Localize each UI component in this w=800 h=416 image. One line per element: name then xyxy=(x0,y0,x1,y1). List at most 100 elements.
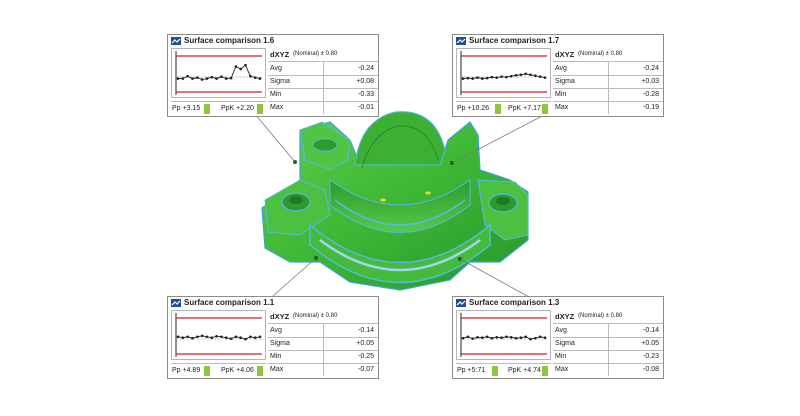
trend-point xyxy=(500,336,503,340)
nominal-label: (Nominal) ± 0.80 xyxy=(578,51,623,57)
stats-row-sigma: Sigma +0.05 xyxy=(553,337,663,351)
trend-point xyxy=(543,336,547,340)
stats-row-min: Min -0.25 xyxy=(268,350,378,364)
stats-row-sigma: Sigma +0.03 xyxy=(553,75,663,89)
stats-table: dXYZ (Nominal) ± 0.80 Avg -0.24 Sigma +0.03… xyxy=(553,48,663,115)
trend-point xyxy=(229,337,233,340)
trend-line xyxy=(462,73,546,80)
trend-point xyxy=(495,76,499,79)
stats-row-avg: Avg -0.24 xyxy=(268,62,378,76)
trend-point xyxy=(181,77,185,80)
trend-point xyxy=(534,74,537,78)
trend-point xyxy=(466,76,470,80)
callout-title-bar: Surface comparison 1.6 xyxy=(168,35,378,47)
stats-row-sigma: Sigma +0.05 xyxy=(268,337,378,351)
trend-point xyxy=(249,335,252,339)
trend-plot xyxy=(456,310,551,360)
trend-point xyxy=(253,76,257,79)
pp-value: Pp +10.26 xyxy=(457,105,490,112)
trend-point xyxy=(258,77,262,80)
trend-point xyxy=(466,335,470,339)
trend-point xyxy=(514,336,518,340)
trend-point xyxy=(210,336,214,340)
trend-point xyxy=(495,335,499,339)
trend-point xyxy=(519,336,523,340)
trend-point xyxy=(176,77,180,80)
measure-icon xyxy=(171,299,181,307)
callout-surface-comparison-1-7[interactable]: Surface comparison 1.7 dXYZ (Nominal) ± 0… xyxy=(452,34,664,117)
nominal-label: (Nominal) ± 0.80 xyxy=(293,51,338,57)
trend-line xyxy=(178,64,261,81)
trend-point xyxy=(471,337,474,340)
pp-value: Pp +4.89 xyxy=(172,367,201,374)
callout-surface-comparison-1-1[interactable]: Surface comparison 1.1 dXYZ (Nominal) ± 0… xyxy=(167,296,379,379)
trend-point xyxy=(529,73,532,77)
trend-point xyxy=(239,336,243,340)
stats-header: dXYZ (Nominal) ± 0.80 xyxy=(268,48,378,62)
callout-title-bar: Surface comparison 1.7 xyxy=(453,35,663,47)
ppk-indicator xyxy=(542,104,548,114)
stats-row-max: Max -0.08 xyxy=(553,363,663,376)
nominal-label: (Nominal) ± 0.80 xyxy=(293,313,338,319)
trend-point xyxy=(476,335,479,339)
pp-indicator xyxy=(495,104,501,114)
trend-point xyxy=(490,336,494,340)
stats-row-max: Max -0.01 xyxy=(268,101,378,114)
trend-plot xyxy=(456,48,551,98)
stats-table: dXYZ (Nominal) ± 0.80 Avg -0.14 Sigma +0.05… xyxy=(553,310,663,377)
trend-point xyxy=(234,65,238,68)
ppk-indicator xyxy=(257,366,263,376)
measure-icon xyxy=(456,37,466,45)
trend-point xyxy=(195,76,199,79)
callout-title: Surface comparison 1.7 xyxy=(469,36,560,45)
trend-point xyxy=(258,335,262,339)
trend-point xyxy=(191,77,194,80)
trend-point xyxy=(505,335,508,339)
stats-row-avg: Avg -0.14 xyxy=(268,324,378,338)
capability-bar: Pp +5:71 PpK +4.74 xyxy=(456,363,551,378)
trend-point xyxy=(500,75,503,78)
trend-point xyxy=(519,73,523,77)
stats-row-min: Min -0.28 xyxy=(553,88,663,102)
trend-point xyxy=(215,77,218,80)
trend-point xyxy=(200,78,204,81)
trend-point xyxy=(480,336,484,340)
capability-bar: Pp +10.26 PpK +7.17 xyxy=(456,101,551,116)
ppk-value: PpK +4.74 xyxy=(508,367,541,374)
callout-surface-comparison-1-6[interactable]: Surface comparison 1.6 dXYZ (Nominal) ± 0… xyxy=(167,34,379,117)
trend-point xyxy=(509,74,513,78)
callout-title: Surface comparison 1.1 xyxy=(184,298,275,307)
trend-point xyxy=(176,335,180,339)
callout-title-bar: Surface comparison 1.1 xyxy=(168,297,378,309)
callout-title-bar: Surface comparison 1.3 xyxy=(453,297,663,309)
trend-point xyxy=(543,76,547,79)
measure-label: dXYZ xyxy=(270,50,290,59)
trend-plot xyxy=(171,310,266,360)
stats-header: dXYZ (Nominal) ± 0.80 xyxy=(553,310,663,324)
trend-point xyxy=(524,335,528,339)
trend-point xyxy=(210,75,214,79)
ppk-value: PpK +4.06 xyxy=(221,367,254,374)
trend-point xyxy=(538,75,542,78)
stats-row-max: Max -0.07 xyxy=(268,363,378,376)
trend-point xyxy=(186,74,189,78)
pp-indicator xyxy=(204,104,210,114)
stats-row-avg: Avg -0.24 xyxy=(553,62,663,76)
trend-point xyxy=(220,335,223,339)
stats-row-min: Min -0.23 xyxy=(553,350,663,364)
trend-plot xyxy=(171,48,266,98)
trend-point xyxy=(234,335,238,339)
ppk-indicator xyxy=(542,366,548,376)
trend-point xyxy=(244,337,247,341)
trend-point xyxy=(224,336,228,340)
trend-point xyxy=(529,337,532,341)
stats-row-avg: Avg -0.14 xyxy=(553,324,663,338)
stats-table: dXYZ (Nominal) ± 0.80 Avg -0.24 Sigma +0.08… xyxy=(268,48,378,115)
callout-title: Surface comparison 1.3 xyxy=(469,298,560,307)
trend-point xyxy=(195,335,199,339)
trend-point xyxy=(509,335,513,339)
pp-indicator xyxy=(204,366,210,376)
trend-point xyxy=(244,63,247,67)
callout-surface-comparison-1-3[interactable]: Surface comparison 1.3 dXYZ (Nominal) ± 0… xyxy=(452,296,664,379)
